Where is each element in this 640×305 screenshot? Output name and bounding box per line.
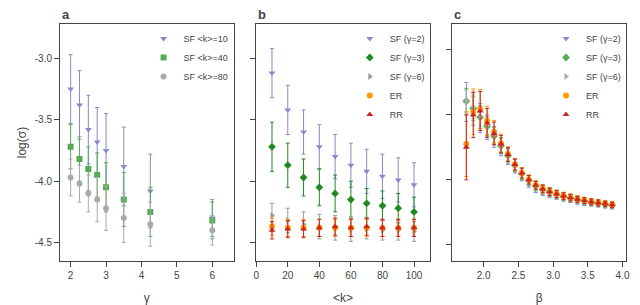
svg-text:SF (γ=2): SF (γ=2): [586, 34, 621, 44]
svg-text:6: 6: [210, 270, 216, 281]
svg-text:SF (γ=3): SF (γ=3): [586, 53, 621, 63]
svg-text:2.0: 2.0: [477, 270, 491, 281]
svg-text:log(σ): log(σ): [15, 127, 29, 158]
svg-text:RR: RR: [586, 110, 599, 120]
svg-text:ER: ER: [390, 91, 403, 101]
svg-text:-4.0: -4.0: [35, 176, 53, 187]
svg-text:c: c: [454, 7, 461, 22]
svg-text:5: 5: [174, 270, 180, 281]
svg-text:-3.0: -3.0: [35, 53, 53, 64]
svg-text:β: β: [536, 291, 543, 305]
svg-text:γ: γ: [144, 291, 150, 305]
svg-text:SF <k>=10: SF <k>=10: [184, 34, 228, 44]
svg-text:a: a: [62, 7, 70, 22]
svg-text:SF (γ=3): SF (γ=3): [390, 53, 425, 63]
svg-text:3.0: 3.0: [546, 270, 560, 281]
svg-text:SF (γ=6): SF (γ=6): [390, 72, 425, 82]
svg-text:0: 0: [253, 270, 259, 281]
svg-text:RR: RR: [390, 110, 403, 120]
svg-text:2.5: 2.5: [511, 270, 525, 281]
svg-text:3: 3: [103, 270, 109, 281]
svg-text:20: 20: [282, 270, 294, 281]
svg-text:SF (γ=6): SF (γ=6): [586, 72, 621, 82]
svg-text:60: 60: [345, 270, 357, 281]
svg-text:-4.5: -4.5: [35, 237, 53, 248]
svg-text:4: 4: [139, 270, 145, 281]
svg-text:SF <k>=80: SF <k>=80: [184, 72, 228, 82]
svg-text:<k>: <k>: [333, 291, 353, 305]
svg-text:100: 100: [406, 270, 423, 281]
svg-text:ER: ER: [586, 91, 599, 101]
svg-text:-3.5: -3.5: [35, 114, 53, 125]
svg-text:4.0: 4.0: [616, 270, 630, 281]
svg-text:2: 2: [68, 270, 74, 281]
svg-text:SF <k>=40: SF <k>=40: [184, 53, 228, 63]
svg-text:SF (γ=2): SF (γ=2): [390, 34, 425, 44]
svg-text:40: 40: [314, 270, 326, 281]
svg-text:3.5: 3.5: [581, 270, 595, 281]
svg-text:b: b: [258, 7, 266, 22]
svg-text:80: 80: [377, 270, 389, 281]
